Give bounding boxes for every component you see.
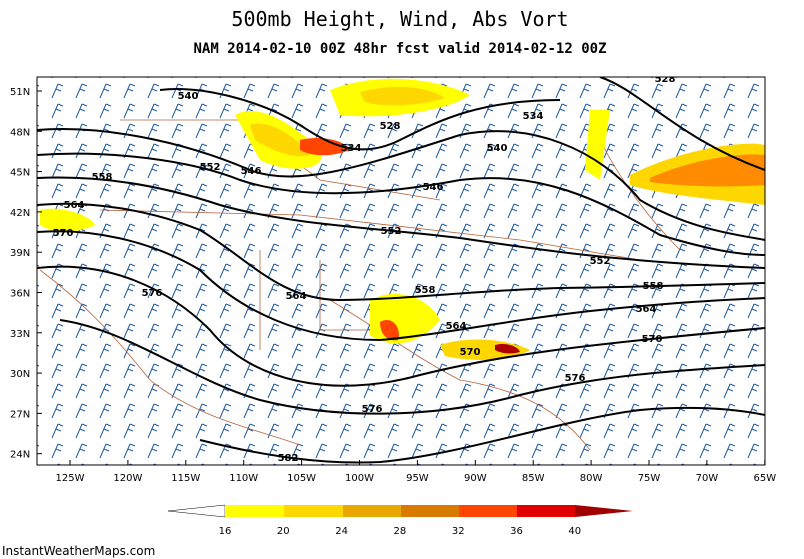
colorbar-segment: [517, 505, 575, 517]
vort-area: [585, 110, 610, 180]
contour-label: 564: [286, 291, 307, 302]
contour-label: 570: [642, 334, 663, 345]
lon-label: 80W: [580, 473, 603, 484]
wind-barbs: [37, 77, 765, 465]
vorticity: [40, 78, 765, 360]
height-contours: [37, 77, 765, 464]
lon-label: 75W: [638, 473, 661, 484]
vort-area: [495, 343, 520, 354]
colorbar-segment: [575, 505, 633, 517]
colorbar: 16 20 24 28 32 36 40: [167, 504, 633, 537]
lon-label: 90W: [464, 473, 487, 484]
contour-label: 582: [278, 453, 299, 464]
lon-label: 95W: [406, 473, 429, 484]
contour-label: 570: [460, 347, 481, 358]
contour-label: 564: [636, 304, 657, 315]
contour-label: 528: [380, 121, 401, 132]
contour: [199, 406, 765, 464]
lat-label: 48N: [10, 127, 30, 138]
contour: [37, 152, 765, 256]
footer: InstantWeatherMaps.com: [2, 544, 155, 558]
lat-label: 51N: [10, 87, 30, 98]
contour: [37, 265, 765, 387]
colorbar-label: 16: [219, 526, 232, 537]
vort-area: [300, 138, 350, 156]
contour: [37, 176, 765, 269]
lat-label: 36N: [10, 289, 30, 300]
contour-label: 564: [64, 200, 85, 211]
colorbar-label: 36: [510, 526, 523, 537]
contour-label: 558: [415, 285, 436, 296]
vort-area: [40, 208, 95, 232]
contour-label: 552: [200, 162, 221, 173]
colorbar-label: 20: [277, 526, 290, 537]
contour: [37, 230, 765, 342]
contour-label: 576: [565, 373, 586, 384]
contour-label: 564: [446, 321, 467, 332]
lon-label: 115W: [171, 473, 200, 484]
subtitle: NAM 2014-02-10 00Z 48hr fcst valid 2014-…: [193, 41, 606, 57]
map-frame: [36, 76, 766, 466]
lat-label: 30N: [10, 369, 30, 380]
contour-label: 540: [487, 143, 508, 154]
lon-label: 110W: [229, 473, 258, 484]
colorbar-label: 28: [394, 526, 407, 537]
vort-area: [650, 154, 765, 187]
lon-labels: 125W 120W 115W 110W 105W 100W 95W 90W 85W 80W 75W 7…: [56, 460, 776, 484]
contour-label: 552: [381, 226, 402, 237]
lon-label: 105W: [287, 473, 316, 484]
lon-label: 125W: [56, 473, 85, 484]
contour-label: 546: [423, 182, 444, 193]
vort-area: [380, 320, 399, 341]
contour: [599, 77, 765, 171]
contour-label: 534: [523, 111, 544, 122]
colorbar-label: 24: [335, 526, 348, 537]
colorbar-segment: [459, 505, 517, 517]
contour-label: 558: [643, 281, 664, 292]
colorbar-segment: [225, 505, 284, 517]
contour-label: 546: [241, 166, 262, 177]
contour: [37, 128, 765, 241]
lat-label: 45N: [10, 168, 30, 179]
contour-label: 552: [590, 256, 611, 267]
lon-label: 70W: [696, 473, 719, 484]
colorbar-label: 40: [568, 526, 581, 537]
colorbar-label: 32: [452, 526, 465, 537]
vort-area: [250, 123, 310, 157]
colorbar-segment: [401, 505, 459, 517]
lat-label: 27N: [10, 409, 30, 420]
contour-label: 528: [655, 74, 676, 85]
vort-area: [360, 86, 445, 106]
title: 500mb Height, Wind, Abs Vort: [231, 7, 568, 31]
lat-label: 39N: [10, 248, 30, 259]
lat-label: 42N: [10, 208, 30, 219]
contour-label: 576: [362, 404, 383, 415]
lat-label: 33N: [10, 329, 30, 340]
lon-label: 65W: [753, 473, 776, 484]
contour-label: 576: [142, 288, 163, 299]
map-area: 528 540 528 534 534 540 552 546 558 546 …: [37, 74, 765, 465]
contour-label: 558: [92, 172, 113, 183]
colorbar-segment: [343, 505, 401, 517]
contour-label: 570: [53, 228, 74, 239]
colorbar-segment: [284, 505, 343, 517]
contour-labels: 528 540 528 534 534 540 552 546 558 546 …: [53, 74, 676, 464]
lat-labels: 51N 48N 45N 42N 39N 36N 33N 30N 27N 24N: [10, 87, 42, 461]
lon-label: 120W: [113, 473, 142, 484]
lat-label: 24N: [10, 450, 30, 461]
lon-label: 100W: [345, 473, 374, 484]
contour: [159, 88, 561, 151]
contour: [37, 202, 765, 302]
colorbar-labels: 16 20 24 28 32 36 40: [219, 526, 582, 537]
lon-label: 85W: [522, 473, 545, 484]
contour-label: 534: [341, 143, 362, 154]
contour-label: 540: [178, 91, 199, 102]
contour: [59, 319, 765, 415]
colorbar-segment: [167, 504, 226, 518]
